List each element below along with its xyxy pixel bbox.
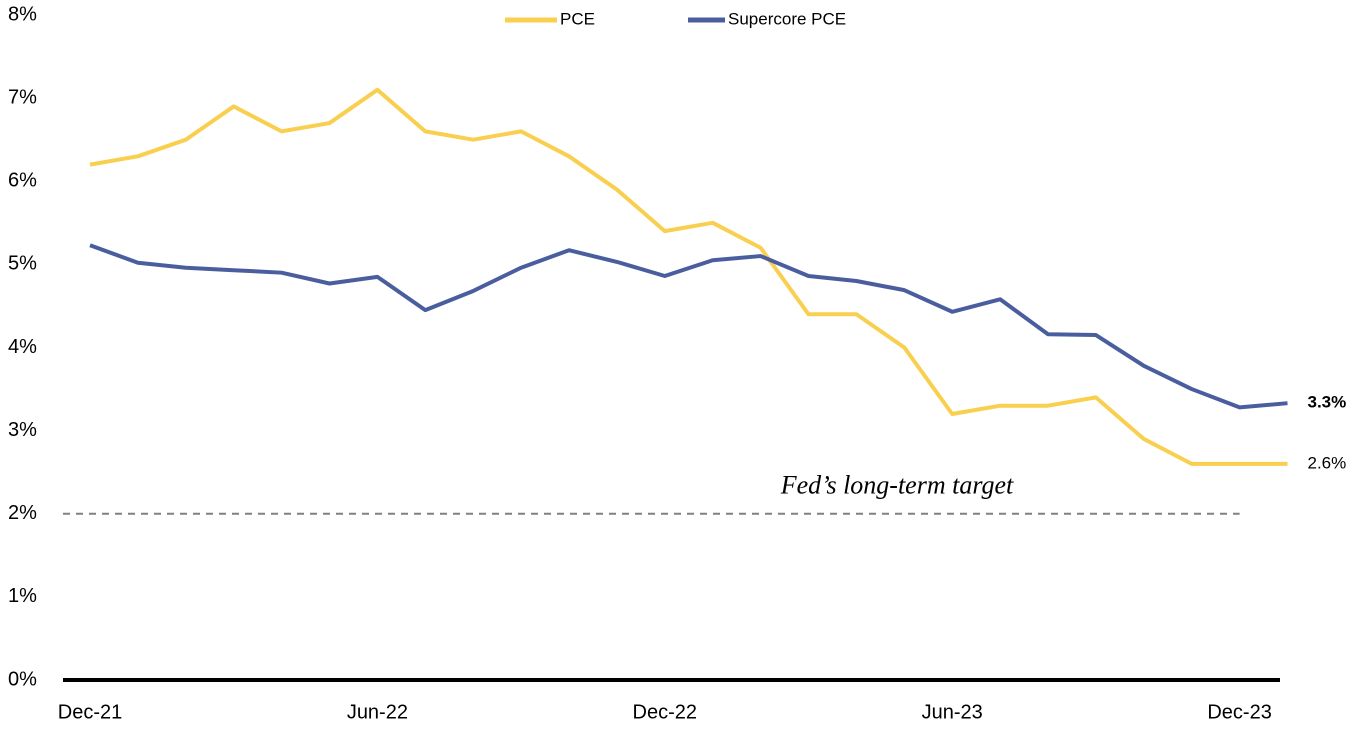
- legend-label: Supercore PCE: [728, 9, 846, 28]
- x-tick-label: Jun-23: [922, 701, 983, 723]
- x-tick-label: Jun-22: [347, 701, 408, 723]
- y-tick-label: 8%: [8, 3, 37, 25]
- x-tick-label: Dec-22: [633, 701, 697, 723]
- x-tick-label: Dec-23: [1207, 701, 1271, 723]
- y-tick-label: 2%: [8, 502, 37, 524]
- y-tick-label: 7%: [8, 86, 37, 108]
- y-tick-label: 3%: [8, 419, 37, 441]
- series-line: [89, 87, 1288, 466]
- value-label: 3.3%: [1308, 393, 1347, 412]
- value-label: 2.6%: [1308, 453, 1347, 472]
- reference-label: Fed’s long-term target: [780, 471, 1014, 500]
- y-tick-label: 5%: [8, 253, 37, 275]
- y-tick-label: 4%: [8, 336, 37, 358]
- y-tick-label: 1%: [8, 585, 37, 607]
- legend-label: PCE: [560, 9, 595, 28]
- y-tick-label: 6%: [8, 170, 37, 192]
- y-tick-label: 0%: [8, 668, 37, 690]
- series-line: [89, 243, 1288, 410]
- x-tick-label: Dec-21: [58, 701, 122, 723]
